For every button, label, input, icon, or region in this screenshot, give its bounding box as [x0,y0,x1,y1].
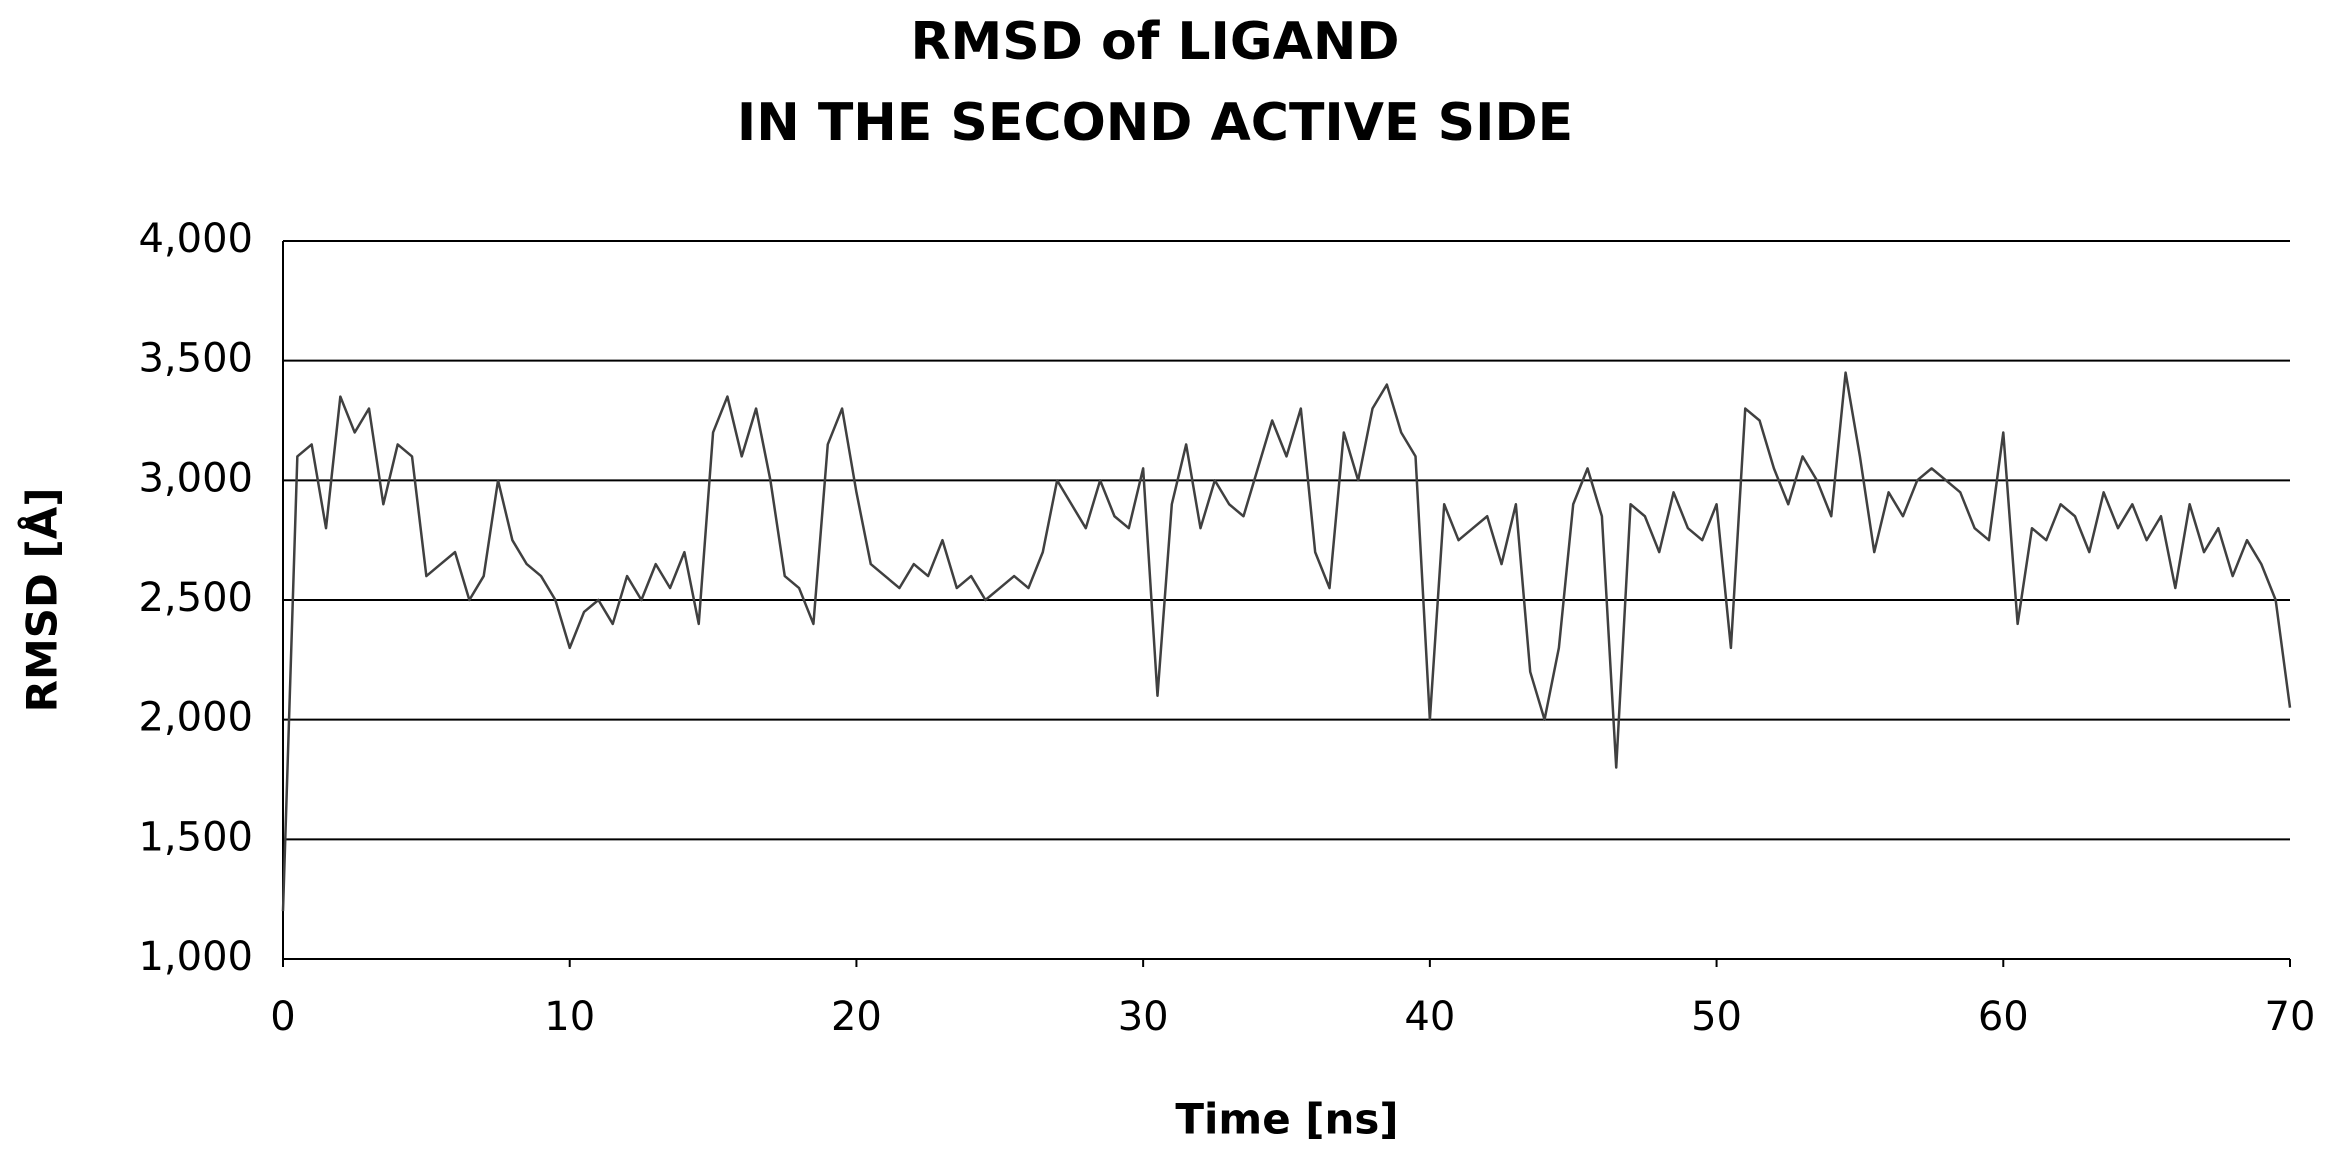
y-tick-label: 2,000 [138,695,253,741]
chart-title: RMSD of LIGAND [910,12,1399,72]
y-tick-label: 2,500 [138,575,253,621]
x-tick-label: 30 [1118,994,1169,1040]
x-tick-label: 20 [831,994,882,1040]
y-tick-label: 3,500 [138,336,253,382]
x-tick-label: 40 [1404,994,1455,1040]
data-line [281,371,2292,912]
x-tick-label: 10 [544,994,595,1040]
y-axis-label: RMSD [Å] [17,488,67,713]
y-tick-label: 1,000 [138,934,253,980]
y-tick-label: 3,000 [138,455,253,501]
x-tick-label: 50 [1691,994,1742,1040]
x-tick-label: 70 [2265,994,2316,1040]
chart-title: IN THE SECOND ACTIVE SIDE [737,93,1573,153]
y-tick-label: 4,000 [138,216,253,262]
x-tick-label: 60 [1978,994,2029,1040]
x-axis-label: Time [ns] [1175,1095,1398,1144]
y-tick-label: 1,500 [138,814,253,860]
x-tick-label: 0 [270,994,295,1040]
